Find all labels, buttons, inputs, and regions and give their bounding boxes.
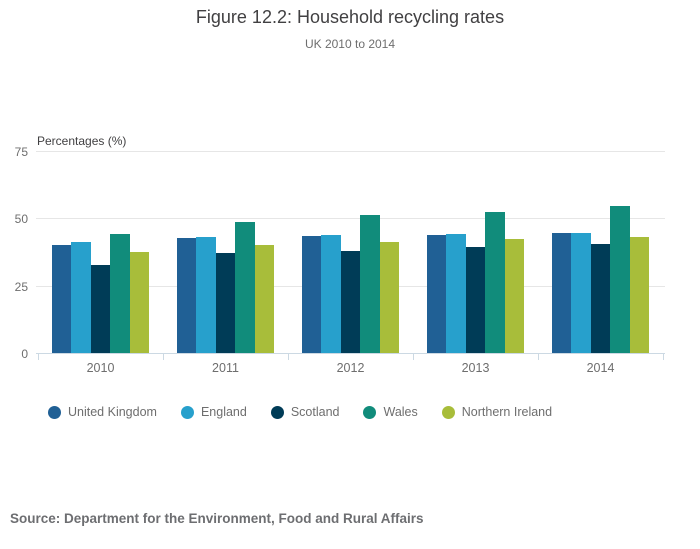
legend-swatch-icon (363, 405, 377, 419)
bar-northern-ireland-2011 (254, 244, 275, 353)
y-tick-label-25: 25 (14, 279, 28, 294)
bar-northern-ireland-2010 (129, 251, 150, 353)
bar-wales-2010 (110, 234, 130, 353)
chart-subtitle: UK 2010 to 2014 (304, 37, 396, 51)
bar-england-2014 (571, 233, 591, 353)
legend-label-scotland: Scotland (290, 405, 340, 419)
legend-label-wales: Wales (383, 405, 418, 419)
legend: United Kingdom England Scotland Wales Northe… (48, 405, 552, 419)
legend-item-scotland: Scotland (270, 405, 340, 419)
x-tick-label-2012: 2012 (336, 361, 365, 375)
legend-item-united-kingdom: United Kingdom (48, 405, 157, 419)
bar-united-kingdom-2014 (551, 233, 572, 353)
legend-item-northern-ireland: Northern Ireland (441, 405, 553, 419)
legend-label-united-kingdom: United Kingdom (68, 405, 157, 419)
y-axis-label: Percentages (%) (37, 134, 127, 148)
gridline-50 (36, 218, 665, 219)
x-tick-label-2013: 2013 (461, 361, 490, 375)
chart-title: Figure 12.2: Household recycling rates (195, 7, 505, 27)
legend-swatch-icon (180, 405, 194, 419)
bar-united-kingdom-2010 (51, 244, 72, 353)
x-tick-label-2010: 2010 (86, 361, 115, 375)
bar-united-kingdom-2012 (301, 235, 322, 353)
bar-scotland-2011 (215, 253, 236, 353)
bar-england-2013 (446, 234, 466, 353)
x-tick-label-2011: 2011 (212, 361, 239, 375)
bar-scotland-2013 (465, 246, 486, 353)
bar-england-2012 (321, 234, 341, 353)
bar-united-kingdom-2013 (426, 234, 447, 353)
x-tick-label-2014: 2014 (586, 361, 615, 375)
x-axis-tick (413, 353, 414, 360)
x-axis-tick (163, 353, 164, 360)
legend-swatch-icon (441, 405, 455, 419)
y-tick-label-50: 50 (14, 212, 28, 226)
source-attribution: Source: Department for the Environment, … (10, 511, 424, 526)
x-axis-tick (288, 353, 289, 360)
bar-wales-2011 (235, 222, 255, 353)
plot-area: Percentages (%) 0 25 50 75 2010 2011 2012 2013 2… (14, 134, 665, 375)
gridline-75 (36, 150, 665, 152)
legend-swatch-icon (48, 405, 61, 419)
x-axis-line (36, 353, 665, 354)
x-axis-tick (663, 353, 664, 360)
bar-northern-ireland-2012 (379, 241, 400, 353)
y-tick-label-75: 75 (14, 144, 28, 159)
legend-label-england: England (200, 405, 247, 419)
bar-scotland-2010 (90, 265, 111, 353)
y-tick-label-0: 0 (21, 347, 28, 361)
bar-scotland-2014 (590, 243, 611, 353)
bar-northern-ireland-2014 (629, 236, 650, 353)
legend-label-northern-ireland: Northern Ireland (461, 405, 553, 419)
bar-england-2010 (71, 242, 91, 353)
bar-united-kingdom-2011 (176, 237, 197, 353)
legend-swatch-icon (270, 405, 284, 419)
x-axis-tick (538, 353, 539, 360)
bar-wales-2013 (485, 211, 505, 353)
bar-wales-2014 (610, 206, 630, 353)
bar-northern-ireland-2013 (504, 238, 525, 353)
bar-scotland-2012 (340, 250, 361, 353)
x-axis-tick (38, 353, 39, 360)
bar-england-2011 (196, 236, 216, 353)
legend-item-wales: Wales (363, 405, 418, 419)
legend-item-england: England (180, 405, 247, 419)
bar-wales-2012 (360, 214, 380, 353)
